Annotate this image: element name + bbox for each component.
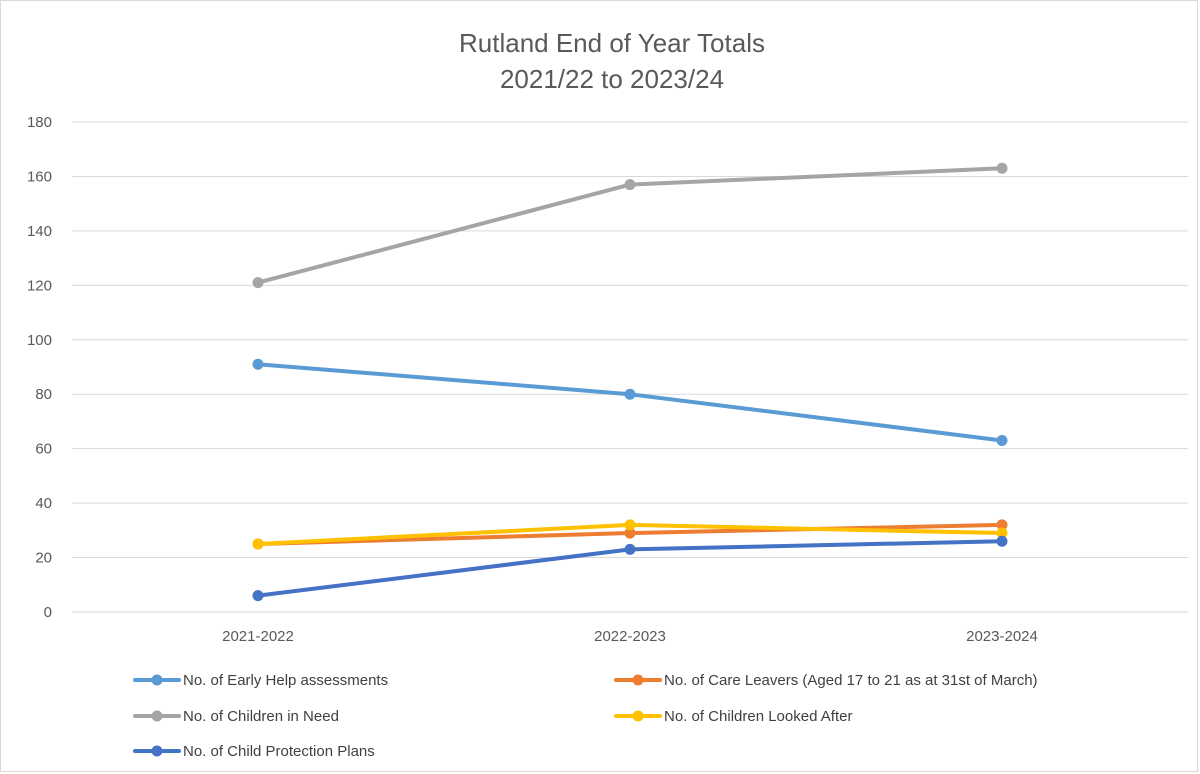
series-4 [252,535,1008,602]
legend-label: No. of Children Looked After [664,708,852,725]
legend-label: No. of Care Leavers (Aged 17 to 21 as at… [664,672,1038,689]
legend-swatch-marker [151,710,163,722]
legend-label: No. of Children in Need [183,708,339,725]
data-point [252,538,264,550]
data-point [624,527,636,539]
y-tick-label: 20 [35,550,52,567]
legend-swatch-marker [632,674,644,686]
x-tick-label: 2023-2024 [966,628,1038,645]
y-tick-label: 180 [27,114,52,131]
chart-subtitle: 2021/22 to 2023/24 [500,64,724,94]
x-tick-label: 2022-2023 [594,628,666,645]
y-tick-label: 140 [27,223,52,240]
chart-title: Rutland End of Year Totals [459,28,765,58]
legend-item: No. of Children Looked After [614,708,852,725]
y-tick-label: 40 [35,495,52,512]
legend-item: No. of Early Help assessments [133,672,388,689]
y-tick-label: 0 [44,604,52,621]
data-point [996,527,1008,539]
gridlines [72,121,1188,613]
y-tick-label: 80 [35,386,52,403]
legend-swatch-marker [151,674,163,686]
y-tick-label: 160 [27,168,52,185]
data-point [252,358,264,370]
series-0 [252,358,1008,446]
data-point [624,543,636,555]
data-point [996,519,1008,531]
data-point [624,519,636,531]
data-point [996,435,1008,446]
legend-item: No. of Care Leavers (Aged 17 to 21 as at… [614,672,1038,689]
series-2 [252,162,1008,289]
legend-label: No. of Early Help assessments [183,672,388,689]
data-point [996,162,1008,174]
legend-swatch-marker [632,710,644,722]
legend-item: No. of Child Protection Plans [133,743,375,760]
x-axis-ticks: 2021-2022 2022-2023 2023-2024 [222,628,1038,645]
y-tick-label: 120 [27,277,52,294]
data-point [252,277,264,289]
legend: No. of Early Help assessments No. of Care… [133,672,1038,760]
legend-label: No. of Child Protection Plans [183,743,375,760]
y-axis-ticks: 0 20 40 60 80 100 120 140 160 180 [27,114,52,621]
x-tick-label: 2021-2022 [222,628,294,645]
legend-swatch-marker [151,745,163,757]
series-line [256,362,1004,443]
data-point [996,535,1008,547]
series-lines [252,162,1008,602]
legend-item: No. of Children in Need [133,708,339,725]
data-point [624,179,636,191]
data-point [624,388,636,400]
y-tick-label: 60 [35,441,52,458]
series-3 [252,519,1008,550]
y-tick-label: 100 [27,332,52,349]
data-point [252,590,264,602]
